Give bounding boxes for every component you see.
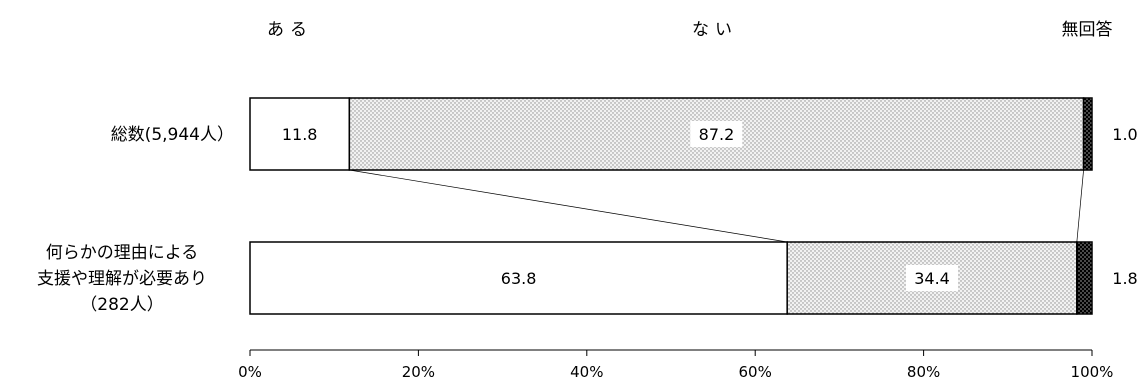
data-label: 34.4 (914, 269, 950, 288)
connector-line (349, 169, 788, 243)
x-tick-label: 100% (1071, 363, 1114, 381)
legend: ある ない 無回答 (267, 20, 1113, 40)
connector-line (1076, 169, 1084, 243)
connector-lines (349, 169, 1084, 243)
bar-segment (1082, 97, 1093, 171)
data-label-bg (273, 121, 326, 147)
row-label: 何らかの理由による (46, 243, 199, 263)
data-label: 11.8 (282, 125, 318, 144)
data-label-bg (690, 121, 743, 147)
x-tick-label: 80% (907, 363, 940, 381)
data-label-bg (906, 265, 959, 291)
x-tick-label: 60% (739, 363, 772, 381)
x-tick-label: 0% (238, 363, 262, 381)
row-label: 支援や理解が必要あり (37, 269, 207, 289)
x-axis: 0% 20% 40% 60% 80% 100% (238, 349, 1114, 381)
bars: 11.8 87.2 1.0 63.8 34.4 1.8 (249, 97, 1138, 315)
data-label: 87.2 (699, 125, 735, 144)
x-tick-label: 20% (402, 363, 435, 381)
bar-segment (1076, 241, 1093, 315)
legend-label-2: ない (692, 20, 738, 40)
data-label: 1.0 (1112, 125, 1137, 144)
data-label-bg (492, 265, 545, 291)
row-label: 総数(5,944人） (111, 125, 234, 145)
data-label: 1.8 (1112, 269, 1137, 288)
row-label: （282人） (80, 295, 163, 315)
x-tick-label: 40% (570, 363, 603, 381)
legend-label-3: 無回答 (1062, 20, 1113, 40)
data-label: 63.8 (501, 269, 537, 288)
legend-label-1: ある (267, 20, 313, 40)
